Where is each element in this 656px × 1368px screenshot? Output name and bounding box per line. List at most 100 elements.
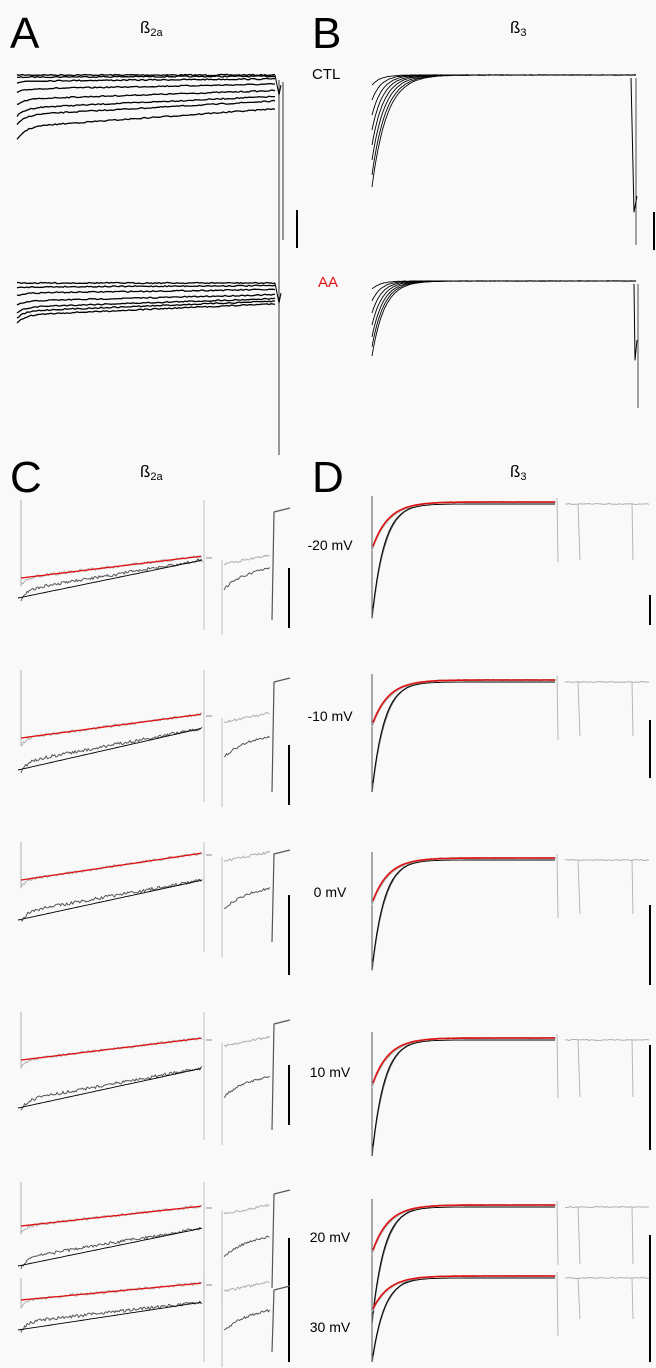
- panel-title-a-sub: 2a: [150, 27, 163, 39]
- panel-d-row-4-aa: [371, 1204, 556, 1323]
- panel-title-d-main: ß: [510, 462, 521, 481]
- panel-c-row-1-tail-aa: [223, 735, 270, 758]
- panel-d-row-2-fit: [372, 857, 555, 901]
- panel-c-row-1-control: [20, 670, 203, 747]
- scale-bar-d-2: [649, 905, 651, 985]
- panel-b-ctl-trace: [371, 74, 637, 146]
- panel-c-row-2-fit-aa: [17, 879, 202, 921]
- panel-d-row-4-control: [371, 1204, 556, 1255]
- panel-a-aa-trace: [16, 293, 276, 306]
- panel-b-ctl-trace: [371, 74, 637, 101]
- panel-d-row-1-tail-artifact: [631, 681, 634, 737]
- panel-c-row-5-fit-aa: [17, 1301, 202, 1331]
- panel-d-row-3-tail-artifact: [577, 1039, 581, 1098]
- panel-c-row-3-tail-control: [223, 1035, 271, 1048]
- panel-c-row-4-tail-return: [271, 1189, 291, 1289]
- panel-title-b: ß3: [510, 18, 527, 39]
- scale-bar-d-0: [649, 595, 651, 625]
- panel-a-ctl-tail: [274, 74, 282, 96]
- panel-c-row-1-tail-return: [271, 677, 291, 793]
- panel-d-row-0-aa: [371, 501, 556, 619]
- panel-c-row-5-tail-aa: [223, 1309, 271, 1331]
- panel-title-c: ß2a: [140, 462, 163, 483]
- panel-c-row-3-fit: [20, 1037, 202, 1061]
- panel-d-row-4-fit-aa: [372, 1206, 555, 1314]
- voltage-label-30: 30 mV: [309, 1319, 351, 1335]
- panel-title-a: ß2a: [140, 18, 163, 39]
- panel-d-row-3-tail: [564, 1039, 650, 1041]
- panel-a-ctl-trace: [16, 82, 276, 94]
- condition-label-ctl: CTL: [312, 66, 341, 83]
- panel-d-row-1-tail: [564, 681, 649, 683]
- panel-d-row-0-tail-artifact: [631, 503, 634, 561]
- scale-bar-c-3: [288, 1065, 290, 1125]
- panel-d-row-5-tail-artifact: [577, 1277, 581, 1320]
- panel-title-b-sub: 3: [520, 27, 527, 39]
- panel-c-row-3-control: [20, 1012, 203, 1069]
- panel-c-row-3-fit-aa: [17, 1067, 202, 1109]
- panel-d-row-4-fit: [372, 1204, 555, 1251]
- panel-a-ctl-trace: [16, 75, 276, 79]
- voltage-label-10: 10 mV: [309, 1064, 351, 1080]
- panel-c-row-4-fit: [20, 1205, 202, 1227]
- panel-b-aa-trace: [371, 280, 636, 347]
- panel-b-aa-trace: [371, 280, 637, 314]
- panel-c-row-0-tail-aa: [223, 567, 271, 591]
- panel-a-ctl-trace: [16, 77, 276, 84]
- panel-c-row-3-tail-aa: [223, 1075, 270, 1098]
- panel-c-row-3-tail-return: [271, 1019, 291, 1131]
- panel-a-ctl-trace: [16, 95, 275, 117]
- panel-c-row-4-aa: [20, 1226, 203, 1270]
- panel-a-aa-trace: [16, 303, 276, 324]
- panel-d-row-3-fit: [372, 1037, 555, 1084]
- panel-c-row-5-tail-return: [271, 1285, 291, 1353]
- panel-d-row-1-aa: [371, 679, 556, 792]
- panel-a-ctl-trace: [16, 73, 275, 77]
- scale-bar-c-4: [288, 1238, 290, 1325]
- panel-d-row-5-artifact: [556, 1271, 559, 1337]
- panel-d-row-2-artifact: [556, 853, 559, 919]
- panel-title-b-main: ß: [510, 18, 521, 37]
- voltage-label-0: 0 mV: [313, 884, 347, 900]
- panel-c-row-5-aa: [20, 1300, 203, 1333]
- panel-c-row-3-aa: [20, 1066, 203, 1111]
- panel-c-row-0-aa: [20, 558, 203, 602]
- panel-d-row-4-tail-artifact: [631, 1206, 634, 1265]
- panel-c-row-0-fit-aa: [17, 559, 202, 599]
- panel-b-aa-trace: [371, 280, 637, 357]
- panel-b-aa-trace: [371, 280, 637, 326]
- panel-d-row-0-fit: [372, 501, 555, 547]
- panel-letter-a: A: [10, 9, 40, 58]
- panel-d-row-4-artifact: [556, 1200, 559, 1266]
- panel-c-row-2-control: [20, 842, 203, 889]
- panel-d-row-3-aa: [371, 1037, 556, 1157]
- panel-b-ctl-trace: [371, 74, 636, 176]
- panel-d-row-5-aa: [371, 1275, 556, 1362]
- panel-c-row-4-tail-control: [223, 1203, 270, 1215]
- panel-d-row-3-artifact: [556, 1033, 559, 1099]
- panel-d-row-2-tail: [565, 859, 650, 861]
- panel-c-row-5-tail-control: [223, 1281, 270, 1292]
- panel-c-row-5-fit: [20, 1282, 202, 1301]
- panel-a-ctl-trace: [16, 99, 276, 126]
- voltage-label-neg20: -20 mV: [307, 537, 353, 553]
- panel-d-row-5-control: [371, 1275, 556, 1313]
- panel-d-row-1-fit: [372, 679, 555, 723]
- panel-d-row-4-tail-artifact: [577, 1206, 581, 1265]
- voltage-label-neg10: -10 mV: [307, 708, 353, 724]
- panel-d-row-1-fit-aa: [372, 681, 555, 783]
- panel-d-row-5-fit: [372, 1275, 555, 1310]
- panel-d-row-1-control: [371, 679, 556, 728]
- panel-d-row-2-control: [371, 857, 556, 906]
- panel-a-ctl-trace: [16, 89, 276, 106]
- panel-d-row-2-aa: [371, 857, 556, 971]
- scale-bar-c-0: [288, 568, 290, 628]
- panel-a-aa-trace: [16, 297, 276, 314]
- scale-bar-c-2: [288, 895, 290, 975]
- panel-c-row-2-aa: [21, 878, 203, 922]
- scale-bar-d-5: [649, 1296, 651, 1362]
- panel-b-ctl-trace: [371, 74, 637, 161]
- panel-d-row-5-tail-artifact: [631, 1277, 634, 1320]
- panel-c-row-2-tail-control: [223, 850, 270, 862]
